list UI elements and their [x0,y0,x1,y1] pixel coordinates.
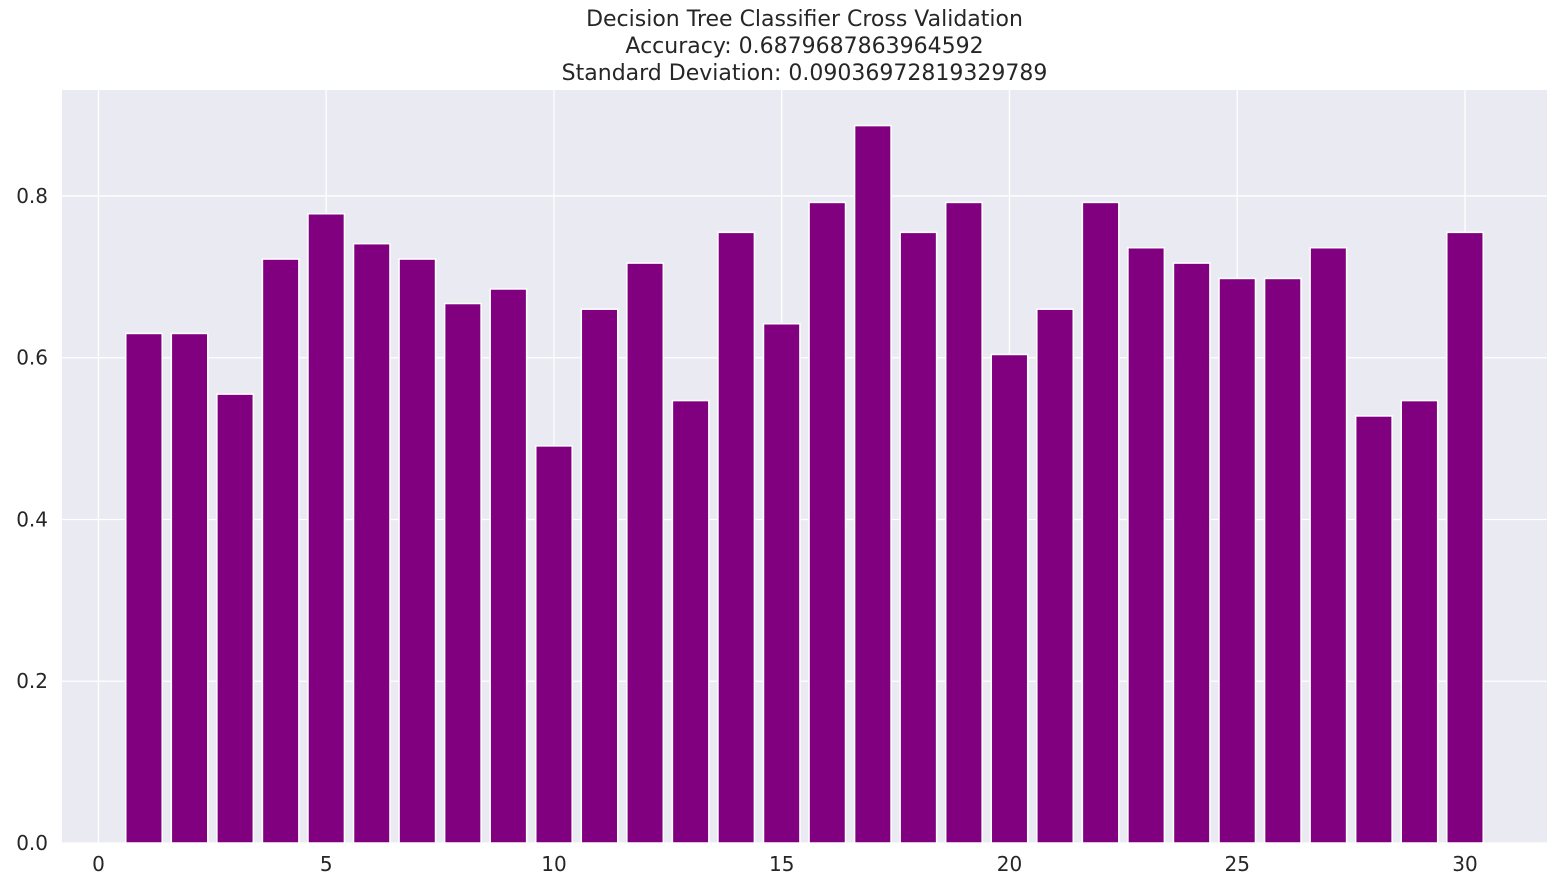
bar-fold-26 [1263,277,1302,844]
bar-fold-27 [1309,246,1348,844]
x-tick-label: 0 [92,852,105,876]
bar-fold-25 [1218,277,1257,844]
bar-fold-14 [717,231,756,844]
bar-fold-11 [580,308,619,844]
tick-labels: 0 5 10 15 20 25 30 0.0 0.2 0.4 0.6 0.8 [16,184,1478,876]
x-tick-label: 30 [1452,852,1477,876]
bar-fold-1 [125,332,163,844]
bar-fold-16 [808,201,847,844]
bar-fold-18 [899,231,938,844]
bar-fold-9 [489,288,528,844]
y-tick-label: 0.6 [16,346,48,370]
bar-fold-17 [853,124,892,844]
bar-fold-28 [1354,415,1393,844]
bar-fold-4 [261,258,300,844]
x-tick-label: 5 [320,852,333,876]
bars [125,124,1484,844]
bar-fold-13 [671,399,710,844]
bar-fold-10 [534,445,573,844]
bar-fold-5 [307,212,346,844]
y-tick-label: 0.8 [16,184,48,208]
chart-title-line-1: Decision Tree Classifier Cross Validatio… [586,7,1023,32]
bar-fold-19 [944,201,983,844]
bar-fold-30 [1446,231,1484,844]
bar-fold-2 [170,332,209,844]
bar-fold-15 [762,322,801,844]
bar-fold-21 [1036,308,1075,844]
x-tick-label: 10 [541,852,566,876]
bar-fold-20 [990,353,1029,844]
y-tick-label: 0.4 [16,507,48,531]
bar-fold-12 [626,262,665,844]
bar-fold-22 [1081,201,1120,844]
bar-fold-3 [216,393,255,844]
bar-fold-6 [352,242,391,844]
bar-fold-7 [398,258,437,844]
bar-fold-8 [443,302,482,844]
y-tick-label: 0.2 [16,669,48,693]
bar-fold-23 [1127,246,1166,844]
x-tick-label: 20 [997,852,1022,876]
x-tick-label: 25 [1225,852,1250,876]
chart-title-line-2: Accuracy: 0.6879687863964592 [625,34,984,59]
chart-title-line-3: Standard Deviation: 0.09036972819329789 [561,61,1048,86]
bar-fold-24 [1172,262,1211,844]
x-tick-label: 15 [769,852,794,876]
y-tick-label: 0.0 [16,831,48,855]
bar-fold-29 [1400,399,1439,844]
